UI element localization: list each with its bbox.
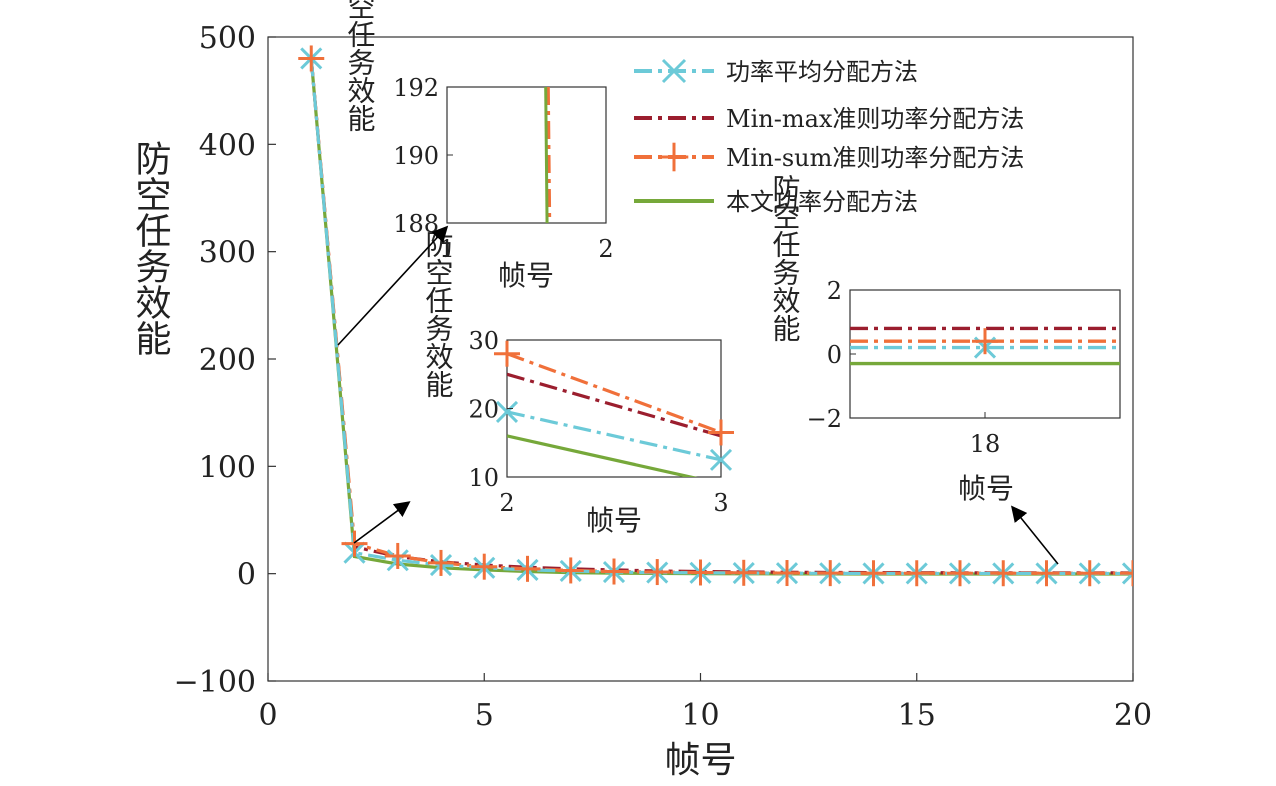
inset-y-tick-label: 0 xyxy=(827,341,842,369)
series-group xyxy=(298,45,1133,587)
inset-2: 10 20 30 2 3 帧号 xyxy=(468,327,734,537)
inset-series-line xyxy=(507,410,721,462)
inset-y-tick-label: 20 xyxy=(468,396,499,424)
inset-x-tick-label: 2 xyxy=(598,235,613,263)
data-point xyxy=(730,559,757,586)
inset-y-tick-label: 188 xyxy=(393,210,439,238)
x-tick-label: 5 xyxy=(475,698,494,733)
legend-label: 本文功率分配方法 xyxy=(726,188,918,216)
inset-x-tick-label: 3 xyxy=(713,489,728,517)
data-point xyxy=(1033,560,1060,587)
y-tick-label: 100 xyxy=(199,450,256,485)
inset-data-point xyxy=(708,419,734,446)
data-point xyxy=(903,560,930,587)
inset-data-point xyxy=(709,448,733,471)
inset-x-axis-label: 帧号 xyxy=(586,504,642,537)
data-point xyxy=(428,549,454,576)
data-point xyxy=(601,558,627,585)
inset-series-line xyxy=(507,372,721,438)
y-tick-label: 200 xyxy=(199,343,256,378)
inset-y-axis-label: 防空任务效能 xyxy=(769,174,802,342)
inset-y-tick-label: −2 xyxy=(807,405,842,433)
legend-marker xyxy=(661,58,687,84)
x-tick-label: 20 xyxy=(1114,698,1152,733)
inset-3: −2 0 2 18 帧号 xyxy=(807,277,1121,505)
data-point xyxy=(514,555,541,582)
inset-frame xyxy=(446,86,607,224)
y-tick-label: −100 xyxy=(174,665,256,700)
x-tick-label: 0 xyxy=(258,698,277,733)
inset-y-tick-label: 190 xyxy=(393,142,439,170)
inset-y-axis-label: 防空任务效能 xyxy=(344,0,377,132)
data-point xyxy=(644,559,671,586)
inset-series-line xyxy=(546,87,552,223)
data-point xyxy=(384,542,411,569)
inset-data-point xyxy=(495,400,519,423)
inset-y-tick-label: 10 xyxy=(468,464,499,492)
data-point xyxy=(1076,560,1103,587)
zoom-arrow xyxy=(353,501,411,544)
zoom-arrow xyxy=(337,225,449,346)
legend-label: Min-max准则功率分配方法 xyxy=(726,105,1024,133)
legend-marker xyxy=(659,142,689,172)
legend-label: 功率平均分配方法 xyxy=(726,58,918,86)
inset-series-line xyxy=(546,87,551,223)
x-tick-label: 15 xyxy=(898,698,936,733)
y-tick-label: 500 xyxy=(199,21,256,56)
data-point xyxy=(471,553,498,580)
y-tick-label: 0 xyxy=(237,558,256,593)
inset-y-tick-label: 2 xyxy=(827,277,842,305)
data-point xyxy=(1121,562,1133,585)
data-point xyxy=(1120,560,1133,587)
data-point xyxy=(947,560,973,587)
y-tick-label: 400 xyxy=(199,128,256,163)
inset-frame xyxy=(506,339,722,478)
data-point xyxy=(990,560,1017,587)
data-point xyxy=(774,560,800,587)
inset-x-tick-label: 2 xyxy=(499,489,514,517)
inset-y-axis-label: 防空任务效能 xyxy=(422,230,455,398)
data-point xyxy=(817,560,844,587)
inset-y-tick-label: 30 xyxy=(468,327,499,355)
data-point xyxy=(557,557,584,584)
data-point xyxy=(687,559,714,586)
data-point xyxy=(860,560,887,587)
inset-x-tick-label: 18 xyxy=(970,430,1001,458)
zoom-arrow xyxy=(1010,505,1059,565)
inset-data-point xyxy=(972,328,998,355)
inset-y-tick-label: 192 xyxy=(393,74,439,102)
inset-data-point xyxy=(494,340,520,367)
inset-series-line xyxy=(507,434,698,477)
y-tick-label: 300 xyxy=(199,236,256,271)
x-axis-label: 帧号 xyxy=(664,740,736,781)
inset-x-axis-label: 帧号 xyxy=(958,472,1014,505)
y-axis-label: 防空任务效能 xyxy=(130,140,172,356)
inset-series-line xyxy=(544,87,549,223)
legend-label: Min-sum准则功率分配方法 xyxy=(726,144,1024,172)
inset-series-line xyxy=(507,352,721,434)
x-tick-label: 10 xyxy=(681,698,719,733)
data-point xyxy=(298,45,325,72)
inset-x-axis-label: 帧号 xyxy=(498,259,554,292)
